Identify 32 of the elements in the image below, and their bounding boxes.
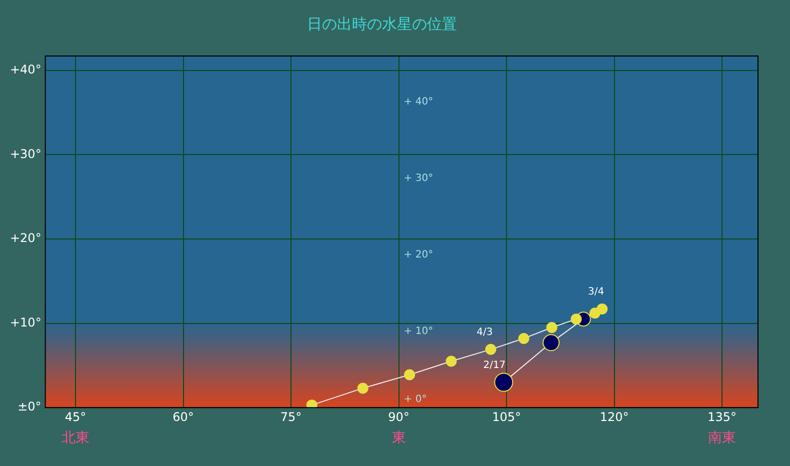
y2-tick-label: + 40°: [404, 96, 434, 108]
point: [518, 332, 530, 344]
y-tick-label: +40°: [10, 62, 42, 76]
y2-tick-label: + 10°: [404, 326, 434, 337]
y-tick-label: +20°: [10, 231, 42, 246]
point: [446, 356, 457, 367]
x-tick-label: 75°: [280, 410, 302, 424]
text: 南東: [708, 430, 736, 446]
annotation: 3/4: [588, 286, 604, 298]
x-tick-label: 45°: [64, 410, 86, 424]
y2-tick-label: + 30°: [404, 172, 434, 184]
y2-tick-label: + 0°: [404, 394, 427, 406]
x-tick-label: 90°: [388, 410, 410, 424]
x-tick-label: 105°: [492, 410, 522, 424]
point: [589, 308, 600, 319]
y-tick-label: ±0°: [18, 400, 42, 414]
point: [357, 382, 368, 394]
point: [546, 322, 558, 333]
text: 東: [392, 430, 406, 446]
chart-title: 日の出時の水星の位置: [307, 14, 457, 33]
x-tick-label: 60°: [172, 410, 194, 424]
x-tick-label: 120°: [600, 410, 629, 424]
point: [570, 314, 582, 325]
annotation: 2/17: [483, 360, 506, 371]
y2-tick-label: + 20°: [404, 249, 434, 260]
y-tick-label: +30°: [10, 146, 42, 161]
annotation: 4/3: [476, 327, 493, 338]
x-tick-label: 135°: [708, 410, 737, 424]
point: [485, 344, 496, 355]
point: [404, 369, 416, 380]
text: 北東: [62, 430, 90, 446]
y-tick-label: +10°: [10, 315, 42, 330]
